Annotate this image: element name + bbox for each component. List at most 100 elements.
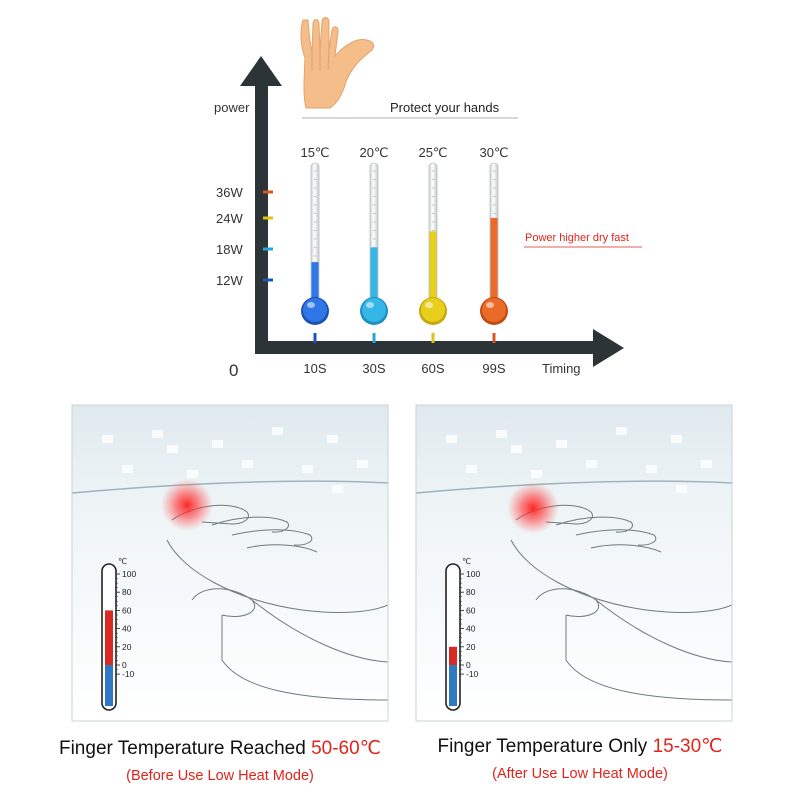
vent-light [332,485,343,493]
after-caption-value: 15-30℃ [652,736,723,757]
hand-sketch-line [555,516,633,533]
power-tick-label: 24W [216,211,243,226]
before-caption: Finger Temperature Reached 50-60℃ (Befor… [20,737,420,784]
hand-sketch-line [590,544,662,553]
hand-sketch-line [221,615,388,701]
vent-light [496,430,507,438]
hand-sketch-line [251,599,388,663]
thermometer-temp-label: 30℃ [479,145,508,160]
vent-light [102,435,113,443]
thermometer-temp-label: 25℃ [418,145,447,160]
panel-thermometer-label: -10 [122,669,135,679]
before-caption-text: Finger Temperature Reached [58,738,312,759]
panel-background [72,405,388,721]
time-label: 99S [482,361,505,376]
panel-frame [415,404,733,722]
panel-thermometer-hot [449,646,457,665]
finger-heat-glow [507,482,559,534]
vent-light [167,445,178,453]
panel-thermometer-label: 80 [122,587,132,597]
vent-light [327,435,338,443]
hand-sketch-line [211,516,289,533]
power-annotation: Power higher dry fast [525,232,629,244]
hand-sketch-line [231,529,313,546]
thermometer-temp-label: 15℃ [300,145,329,160]
origin-label: 0 [229,361,238,380]
vent-light [446,435,457,443]
power-tick-label: 12W [216,273,243,288]
vent-light [152,430,163,438]
panel-thermometer-unit: ℃ [462,557,471,566]
thermometer-mercury [429,231,437,303]
y-axis-label: power [214,100,250,115]
time-label: 60S [421,361,444,376]
power-tick-mark [263,190,273,194]
panel-frame [71,404,389,722]
thermometer: 30℃ 99S [479,145,508,376]
hand-icon [300,17,374,109]
panel-thermometer-label: 40 [466,624,476,634]
vent-light [302,465,313,473]
panel-thermometer-label: 40 [122,624,132,634]
vent-light [122,465,133,473]
hand-sketch-line [191,588,255,617]
panel-thermometer-label: 20 [122,642,132,652]
panel-scene [416,405,732,721]
vent-light [586,460,597,468]
thermometers: 15℃ 10S 20℃ 30S 25℃ 60S 30℃ 99S [300,145,508,376]
hand-caption: Protect your hands [390,100,500,115]
after-caption-text: Finger Temperature Only [437,736,653,757]
vent-light [556,440,567,448]
hand-sketch-line [595,599,732,663]
thermometer-bulb-highlight [307,302,315,308]
thermometer-mercury [311,262,319,303]
hand-sketch-line [565,615,732,701]
panel-thermometer-cold [449,665,457,706]
time-tick-mark [313,333,317,343]
panel-thermometer-label: 80 [466,587,476,597]
panel-thermometer-label: 20 [466,642,476,652]
after-caption: Finger Temperature Only 15-30℃ (After Us… [380,735,780,782]
after-sub-caption: (After Use Low Heat Mode) [492,766,668,782]
vent-light [646,465,657,473]
x-axis-arrow [593,329,624,367]
vent-light [531,470,542,478]
vent-light [616,427,627,435]
vent-light [357,460,368,468]
thermometer-temp-label: 20℃ [359,145,388,160]
y-axis [255,80,268,352]
time-label: 10S [303,361,326,376]
panel-thermometer-label: 60 [122,605,132,615]
hand-sketch-line [246,544,318,553]
before-panel: ℃ 100 80 60 40 20 0-10 [71,404,389,722]
panel-thermometer-label: 100 [122,569,136,579]
x-axis-label: Timing [542,361,581,376]
thermometer: 15℃ 10S [300,145,329,376]
hand-sketch-line [166,539,388,613]
panel-thermometer-hot [105,610,113,665]
time-tick-mark [431,333,435,343]
panel-thermometer-cold [105,665,113,706]
panel-thermometer-label: 0 [466,660,471,670]
thermometer-bulb-highlight [366,302,374,308]
power-tick-label: 36W [216,185,243,200]
time-tick-mark [492,333,496,343]
thermometer-bulb-highlight [486,302,494,308]
thermometer-bulb-core [303,298,327,322]
power-tick-mark [263,247,273,251]
power-level-ticks: 36W 24W 18W 12W [216,185,273,288]
time-label: 30S [362,361,385,376]
thermometer-mercury [370,247,378,303]
vent-light [212,440,223,448]
thermometer: 20℃ 30S [359,145,388,376]
vent-light [676,485,687,493]
finger-heat-glow [161,479,213,531]
y-axis-arrow [240,56,282,86]
before-caption-value: 50-60℃ [311,738,381,759]
vent-light [242,460,253,468]
panel-thermometer: ℃ 100 80 60 40 20 0-10 [101,557,136,711]
panel-thermometer-label: 0 [122,660,127,670]
device-edge [72,480,388,494]
before-sub-caption: (Before Use Low Heat Mode) [126,768,314,784]
